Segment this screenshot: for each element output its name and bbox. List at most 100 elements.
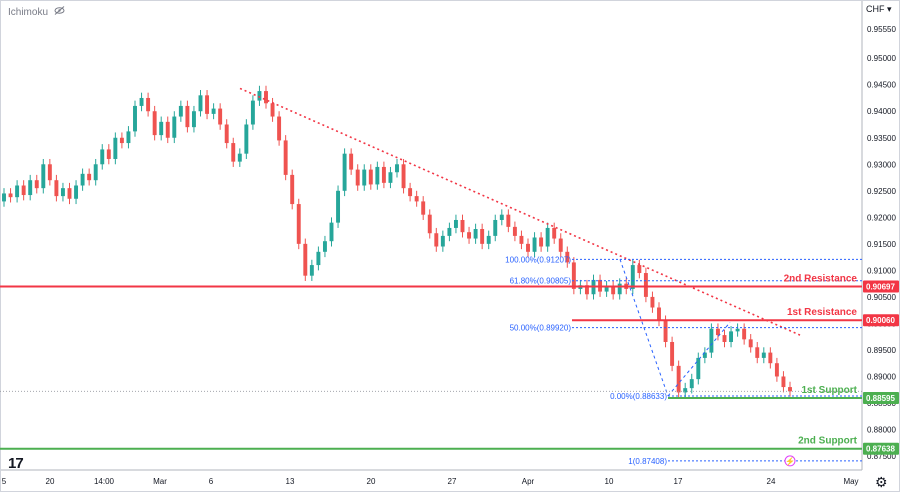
- candle: [277, 116, 282, 141]
- y-tick-label: 0.95550: [867, 25, 896, 34]
- level-label: 1st Resistance: [787, 307, 857, 318]
- level-label: 1st Support: [801, 385, 857, 396]
- candle: [519, 235, 524, 244]
- x-tick-label: 10: [605, 477, 614, 486]
- candle: [139, 97, 144, 106]
- fib-level-label: 1(0.87408): [628, 457, 667, 466]
- candle: [611, 286, 616, 295]
- candle: [375, 166, 380, 185]
- candle: [250, 100, 255, 125]
- candle: [257, 91, 262, 101]
- candle: [467, 232, 472, 239]
- candle: [329, 222, 334, 242]
- candle: [761, 352, 766, 358]
- y-tick-label: 0.90500: [867, 293, 896, 302]
- candle: [774, 363, 779, 377]
- price-tag-text: 0.88595: [866, 394, 895, 403]
- candle: [427, 214, 432, 234]
- candle: [729, 331, 734, 342]
- candle: [47, 164, 52, 181]
- indicator-legend: Ichimoku: [8, 6, 65, 18]
- candle: [388, 172, 393, 183]
- candle: [355, 169, 360, 186]
- candle: [571, 262, 576, 289]
- y-tick-label: 0.93000: [867, 160, 896, 169]
- y-tick-label: 0.94500: [867, 81, 896, 90]
- level-label: 2nd Resistance: [784, 273, 858, 284]
- candle: [349, 153, 354, 170]
- plot-area: [0, 0, 862, 470]
- candle: [735, 328, 740, 332]
- candle: [473, 228, 478, 239]
- candle: [381, 166, 386, 183]
- candle: [237, 153, 242, 162]
- candle: [440, 235, 445, 247]
- candle: [768, 352, 773, 364]
- candle: [152, 111, 157, 136]
- candle: [322, 241, 327, 252]
- candle: [205, 95, 210, 114]
- x-tick-label: May: [843, 477, 858, 486]
- candle: [336, 190, 341, 223]
- level-label: 2nd Support: [798, 436, 858, 447]
- x-tick-label: 13: [286, 477, 295, 486]
- y-tick-label: 0.87500: [867, 452, 896, 461]
- downtrend-line[interactable]: [239, 87, 801, 336]
- candle: [506, 214, 511, 227]
- candle: [453, 219, 458, 228]
- candle: [408, 188, 413, 197]
- eye-off-icon[interactable]: [54, 6, 65, 18]
- candle: [401, 164, 406, 189]
- candle: [434, 233, 439, 247]
- x-tick-label: 5: [2, 477, 7, 486]
- candle: [663, 320, 668, 342]
- candle: [604, 286, 609, 292]
- fib-level-label: 100.00%(0.91207): [505, 255, 571, 264]
- candle: [2, 193, 6, 202]
- candle: [702, 352, 707, 358]
- candle: [637, 265, 642, 274]
- x-tick-label: 20: [46, 477, 55, 486]
- candle: [650, 296, 655, 308]
- candle: [342, 153, 347, 191]
- candle: [159, 121, 164, 136]
- currency-selector[interactable]: CHF ▾: [866, 4, 892, 14]
- candle: [185, 105, 190, 128]
- candle: [290, 174, 295, 205]
- x-tick-label: 20: [367, 477, 376, 486]
- candle: [617, 283, 622, 295]
- candle: [414, 196, 419, 202]
- logo-text: 17: [8, 455, 24, 472]
- candle: [493, 219, 498, 236]
- candle: [558, 238, 563, 252]
- candle: [689, 379, 694, 389]
- price-tag: [863, 442, 899, 455]
- candle: [755, 347, 760, 358]
- candle: [584, 285, 589, 295]
- price-tag: [863, 314, 899, 327]
- candle: [133, 105, 137, 132]
- candle: [781, 376, 786, 388]
- candle: [165, 121, 170, 138]
- candle: [113, 137, 118, 159]
- price-tag-text: 0.90697: [866, 282, 895, 291]
- x-tick-label: 24: [767, 477, 776, 486]
- x-tick-label: Mar: [153, 477, 167, 486]
- candle: [486, 235, 491, 244]
- y-tick-label: 0.94000: [867, 107, 896, 116]
- y-tick-label: 0.89500: [867, 346, 896, 355]
- candle: [106, 149, 111, 159]
- candle: [172, 116, 177, 138]
- candle: [552, 227, 557, 239]
- candle: [447, 227, 452, 236]
- candle: [74, 185, 79, 199]
- gear-icon[interactable]: ⚙: [875, 474, 888, 490]
- candle: [283, 140, 288, 175]
- lightning-icon[interactable]: [784, 455, 796, 467]
- candle: [512, 226, 517, 236]
- candle: [545, 227, 550, 247]
- candle: [244, 124, 249, 154]
- candle: [303, 243, 308, 276]
- candle: [309, 265, 314, 276]
